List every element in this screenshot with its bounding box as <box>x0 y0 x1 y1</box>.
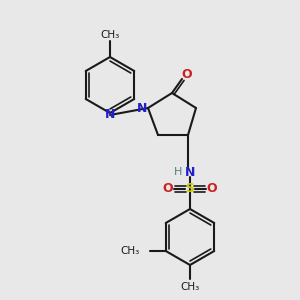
Text: CH₃: CH₃ <box>100 30 120 40</box>
Text: S: S <box>185 182 194 196</box>
Text: CH₃: CH₃ <box>180 282 200 292</box>
Text: N: N <box>105 109 115 122</box>
Text: H: H <box>174 167 182 177</box>
Text: O: O <box>207 182 217 196</box>
Text: CH₃: CH₃ <box>121 246 140 256</box>
Text: N: N <box>137 101 147 115</box>
Text: O: O <box>182 68 192 80</box>
Text: O: O <box>163 182 173 196</box>
Text: N: N <box>185 166 195 178</box>
